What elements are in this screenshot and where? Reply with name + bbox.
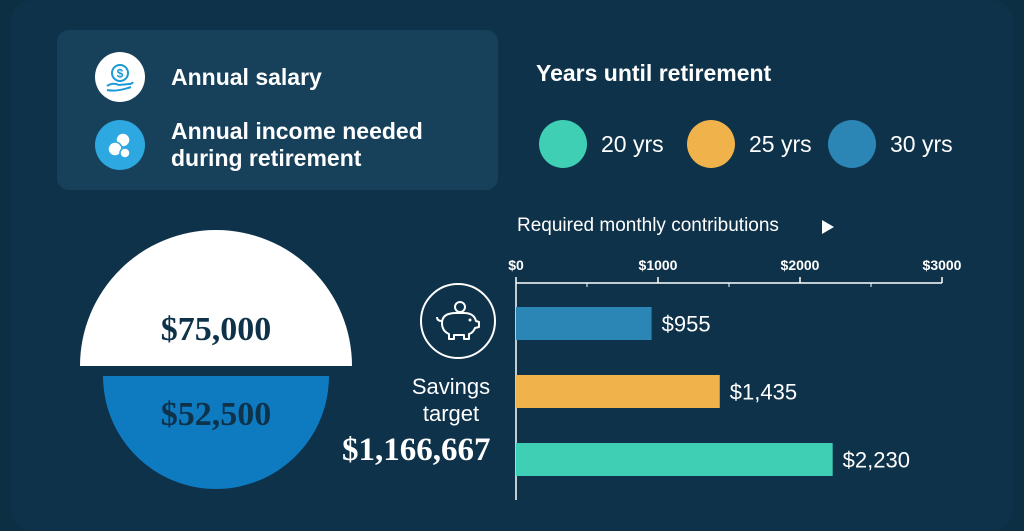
savings-label: Savings target — [411, 374, 491, 426]
salary-value: $75,000 — [160, 311, 272, 348]
x-tick-label: $3000 — [923, 257, 962, 273]
legend-label-salary: Annual salary — [171, 63, 322, 90]
years-dot-20 — [539, 120, 587, 168]
x-tick-label: $2000 — [781, 257, 820, 273]
legend-box: $ Annual salary Annual income needed dur… — [57, 30, 498, 190]
bar-data-label: $2,230 — [843, 448, 910, 473]
years-label-30: 30 yrs — [890, 130, 953, 157]
arrow-right-icon — [822, 220, 834, 234]
legend-item-income: Annual income needed during retirement — [95, 118, 471, 172]
x-tick-label: $0 — [508, 257, 524, 273]
coins-icon — [95, 120, 145, 170]
years-dot-30 — [828, 120, 876, 168]
bar-30-yrs — [516, 307, 652, 340]
bar-25-yrs — [516, 375, 720, 408]
bar-data-label: $1,435 — [730, 380, 797, 405]
piggy-bank-icon — [420, 283, 496, 359]
years-item-25: 25 yrs — [687, 120, 812, 168]
legend-item-salary: $ Annual salary — [95, 52, 322, 102]
bar-20-yrs — [516, 443, 833, 476]
x-tick-label: $1000 — [639, 257, 678, 273]
years-item-20: 20 yrs — [539, 120, 664, 168]
chart-title: Required monthly contributions — [517, 215, 779, 236]
savings-value: $1,166,667 — [342, 432, 491, 468]
years-label-20: 20 yrs — [601, 130, 664, 157]
bar-data-label: $955 — [662, 312, 711, 337]
years-title: Years until retirement — [536, 60, 772, 86]
years-item-30: 30 yrs — [828, 120, 953, 168]
years-label-25: 25 yrs — [749, 130, 812, 157]
money-hand-icon: $ — [95, 52, 145, 102]
income-value: $52,500 — [160, 395, 272, 433]
legend-label-income: Annual income needed during retirement — [171, 118, 423, 171]
svg-text:$: $ — [117, 67, 124, 81]
years-dot-25 — [687, 120, 735, 168]
